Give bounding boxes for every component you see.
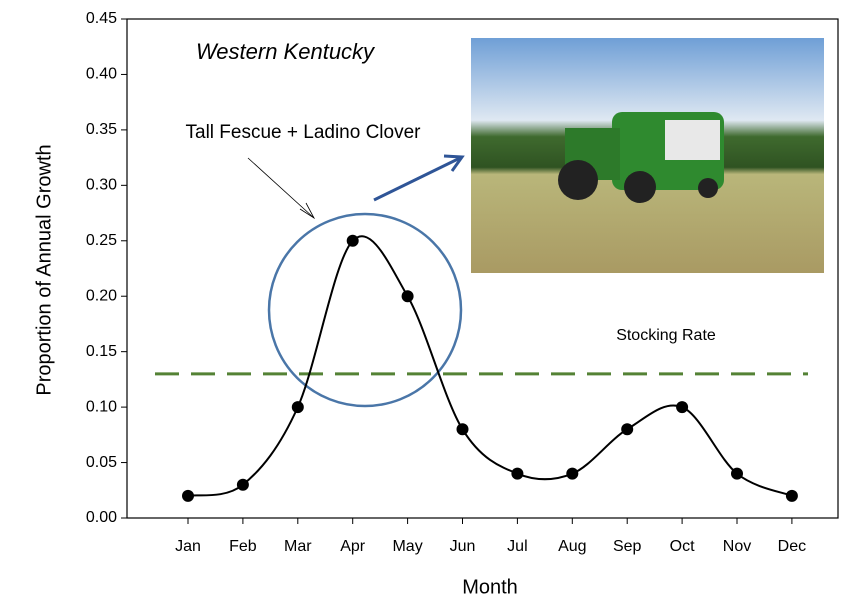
x-tick-label: Feb — [229, 538, 257, 555]
data-point — [182, 489, 194, 502]
photo — [471, 38, 824, 273]
y-tick-label: 0.20 — [86, 287, 117, 304]
data-point — [566, 467, 579, 480]
data-point — [291, 401, 304, 414]
series-annotation: Tall Fescue + Ladino Clover — [186, 122, 422, 143]
x-tick-label: Sep — [613, 538, 642, 555]
x-tick-label: Aug — [558, 538, 586, 555]
x-tick-label: Jul — [507, 538, 527, 555]
data-point — [731, 467, 743, 480]
x-tick-label: Dec — [778, 538, 806, 555]
x-tick-label: Mar — [284, 538, 312, 555]
photo-arrow-head — [443, 154, 465, 172]
y-tick-label: 0.35 — [86, 121, 117, 138]
title: Western Kentucky — [196, 39, 376, 64]
plot-frame — [126, 18, 839, 519]
x-tick-label: Nov — [723, 538, 751, 555]
y-axis-label: Proportion of Annual Growth — [33, 144, 55, 395]
x-axis-label: Month — [462, 576, 518, 598]
data-point — [511, 467, 524, 480]
data-point — [236, 478, 249, 491]
data-point — [621, 423, 634, 436]
stocking-rate-label: Stocking Rate — [616, 327, 716, 344]
data-point — [456, 423, 469, 436]
photo-arrow — [373, 156, 461, 202]
pointer-head — [299, 202, 316, 220]
x-tick-label: Apr — [340, 538, 366, 555]
y-tick-label: 0.00 — [86, 509, 117, 526]
growth-curve — [187, 235, 793, 497]
y-tick-label: 0.15 — [86, 343, 117, 360]
x-tick-label: Oct — [670, 538, 695, 555]
data-point — [785, 489, 798, 502]
y-tick-label: 0.45 — [86, 10, 117, 27]
y-tick-label: 0.30 — [86, 177, 117, 194]
data-point — [401, 290, 414, 303]
y-tick-label: 0.25 — [86, 232, 117, 249]
data-point — [676, 401, 689, 414]
y-tick-label: 0.05 — [86, 454, 117, 471]
y-tick-label: 0.10 — [86, 398, 117, 415]
pointer — [247, 157, 315, 219]
highlight-circle — [267, 212, 463, 408]
x-tick-label: Jan — [175, 538, 201, 555]
x-tick-label: May — [392, 538, 422, 555]
data-point — [346, 234, 359, 247]
x-tick-label: Jun — [450, 538, 476, 555]
y-tick-label: 0.40 — [86, 66, 117, 83]
